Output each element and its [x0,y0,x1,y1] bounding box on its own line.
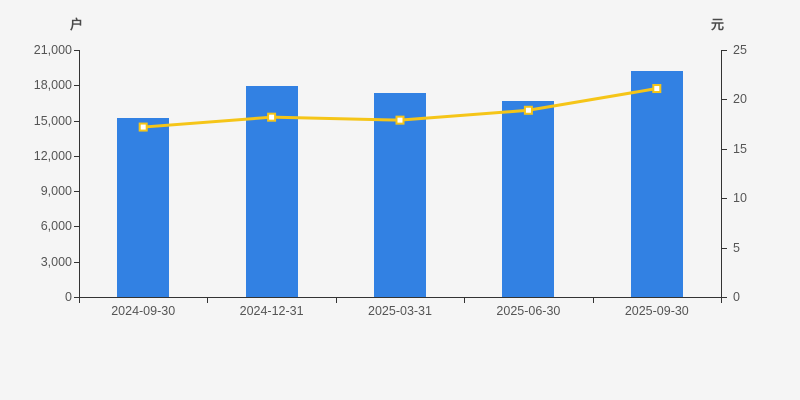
right-y-tick-label: 0 [733,290,740,304]
right-y-tick-label: 10 [733,191,747,206]
x-tick-label: 2025-03-31 [368,304,432,318]
right-y-axis-ticks: 0 5 10 15 20 25 [733,0,793,400]
left-y-tick-mark [74,262,79,263]
x-tick-mark [593,298,594,303]
right-y-tick-mark [722,50,727,51]
left-y-axis-line [79,50,80,298]
x-tick-mark [79,298,80,303]
bar-2025-06-30[interactable] [502,101,555,297]
right-y-tick-label: 5 [733,240,740,255]
left-y-axis-ticks: 0 3,000 6,000 9,000 12,000 15,000 18,000 21,000 [0,0,72,400]
right-y-tick-mark [722,198,727,199]
x-tick-label: 2025-06-30 [496,304,561,318]
bar-2024-12-31[interactable] [245,85,298,297]
left-y-tick-label: 3,000 [40,254,72,269]
right-y-tick-mark [722,99,727,100]
left-y-tick-mark [74,297,79,298]
left-y-tick-label: 12,000 [33,148,72,163]
x-tick-mark [207,298,208,303]
left-y-tick-mark [74,50,79,51]
left-y-tick-label: 15,000 [33,113,72,128]
left-y-tick-label: 6,000 [40,219,72,234]
left-y-tick-mark [74,121,79,122]
x-tick-mark [721,298,722,303]
left-y-tick-label: 0 [65,290,72,304]
left-y-tick-mark [74,156,79,157]
right-y-tick-mark [722,297,727,298]
x-tick-label: 2025-09-30 [624,304,689,318]
left-y-tick-mark [74,191,79,192]
x-tick-label: 2024-09-30 [111,304,176,318]
right-y-axis-line [721,50,722,298]
right-y-tick-mark [722,248,727,249]
bar-2025-09-30[interactable] [630,71,683,297]
left-axis-unit-label: 户 [70,17,84,32]
left-y-tick-mark [74,226,79,227]
left-y-tick-label: 18,000 [33,78,72,93]
bar-2024-09-30[interactable] [117,117,170,297]
right-axis-unit-label: 元 [711,17,725,32]
right-y-tick-label: 15 [733,141,747,156]
x-tick-mark [464,298,465,303]
x-tick-label: 2024-12-31 [239,304,304,318]
x-tick-mark [336,298,337,303]
x-axis-line [79,297,722,298]
left-y-tick-label: 21,000 [33,43,72,57]
right-y-tick-label: 20 [733,92,747,107]
left-y-tick-label: 9,000 [40,184,72,199]
right-y-tick-label: 25 [733,43,747,57]
bar-2025-03-31[interactable] [374,93,426,297]
left-y-tick-mark [74,85,79,86]
right-y-tick-mark [722,149,727,150]
